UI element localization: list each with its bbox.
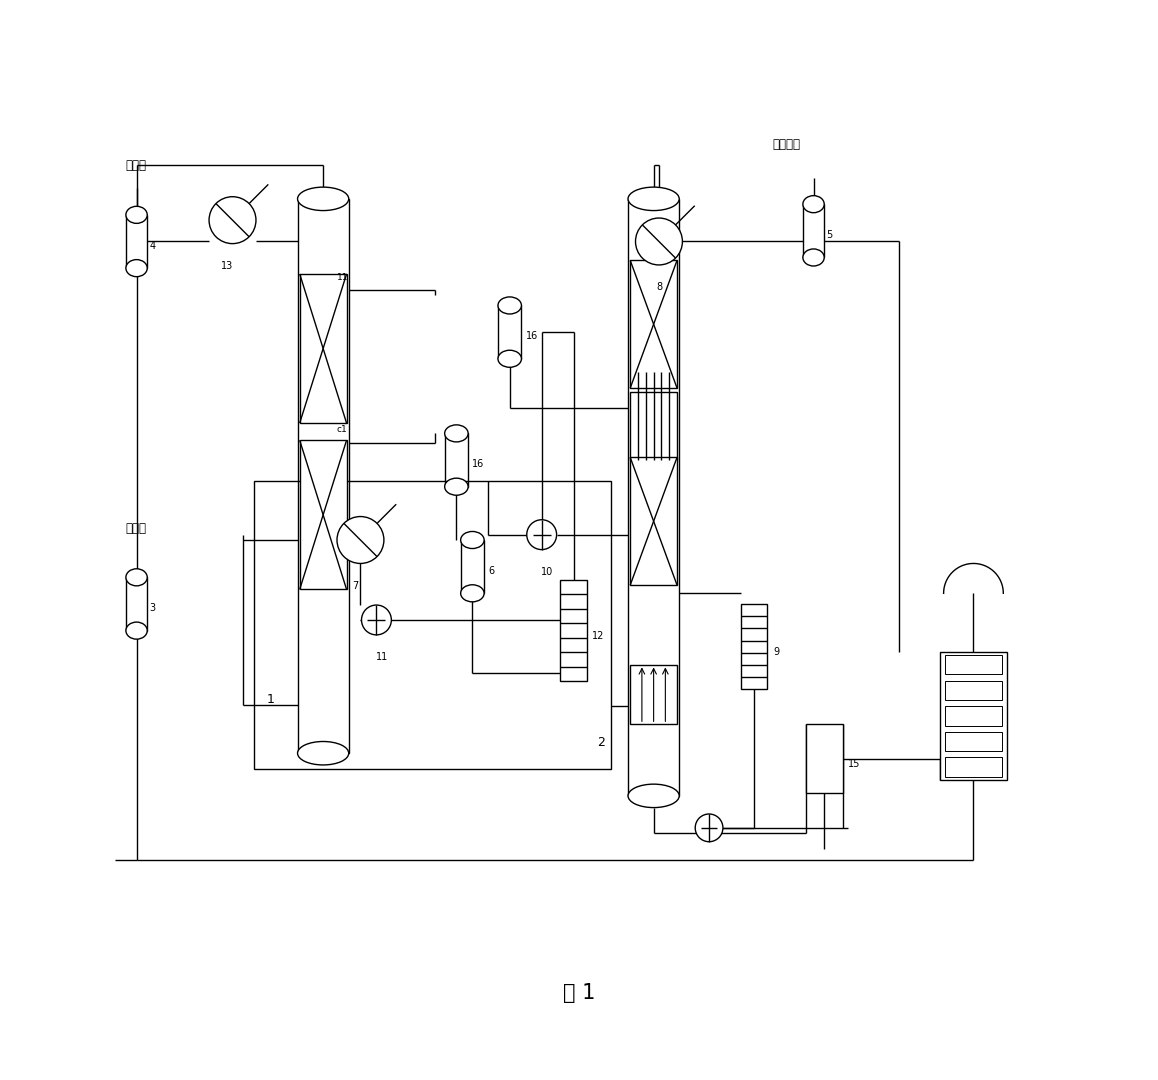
Bar [806,724,843,793]
Bar [461,540,484,593]
Text: 16: 16 [472,459,485,470]
Ellipse shape [298,187,349,211]
Bar [560,580,587,681]
Text: 3: 3 [149,604,155,613]
Text: 7: 7 [352,581,358,591]
Bar [802,204,824,257]
Bar [126,578,147,631]
Bar [300,441,346,590]
Text: 16: 16 [526,332,538,341]
Ellipse shape [445,424,468,442]
Ellipse shape [802,195,824,213]
Bar [126,215,147,268]
Bar [940,652,1006,780]
Text: 11: 11 [375,652,388,662]
Text: 11: 11 [337,273,349,282]
Ellipse shape [498,350,521,367]
Ellipse shape [126,259,147,276]
Text: 15: 15 [848,759,860,769]
Circle shape [361,605,391,635]
Bar [945,757,1002,777]
Bar [445,433,468,487]
Ellipse shape [802,249,824,266]
Ellipse shape [628,187,680,211]
Text: 4: 4 [149,241,155,251]
Bar [945,680,1002,700]
Bar [630,260,677,388]
Bar [945,732,1002,751]
Circle shape [210,197,256,244]
Ellipse shape [461,584,484,602]
Bar [254,482,611,769]
Text: 14: 14 [977,716,990,726]
Ellipse shape [126,569,147,585]
Text: 10: 10 [541,567,554,577]
Bar [298,199,349,753]
Circle shape [337,516,384,564]
Ellipse shape [461,531,484,549]
Bar [630,457,677,585]
Bar [498,306,521,359]
Text: 5: 5 [827,230,833,240]
Ellipse shape [298,742,349,765]
Text: 净化气: 净化气 [126,159,147,172]
Circle shape [527,519,557,550]
Circle shape [636,218,682,265]
Text: 驰放工艺: 驰放工艺 [772,138,801,151]
Text: 8: 8 [655,282,662,292]
Bar [945,706,1002,726]
Bar [945,656,1002,674]
Ellipse shape [498,297,521,314]
Text: 12: 12 [592,631,604,640]
Text: 13: 13 [221,260,233,271]
Bar [630,664,677,725]
Text: 图 1: 图 1 [563,983,595,1003]
Bar [630,392,677,460]
Ellipse shape [126,622,147,639]
Text: 原料气: 原料气 [126,522,147,535]
Text: 1: 1 [267,693,274,706]
Bar [740,604,767,689]
Text: 9: 9 [774,647,779,657]
Bar [628,199,680,796]
Circle shape [695,814,723,841]
Text: c1: c1 [337,426,347,434]
Text: 2: 2 [598,737,606,750]
Ellipse shape [628,784,680,808]
Text: 6: 6 [489,566,494,576]
Ellipse shape [445,478,468,496]
Bar [300,274,346,423]
Ellipse shape [126,206,147,224]
